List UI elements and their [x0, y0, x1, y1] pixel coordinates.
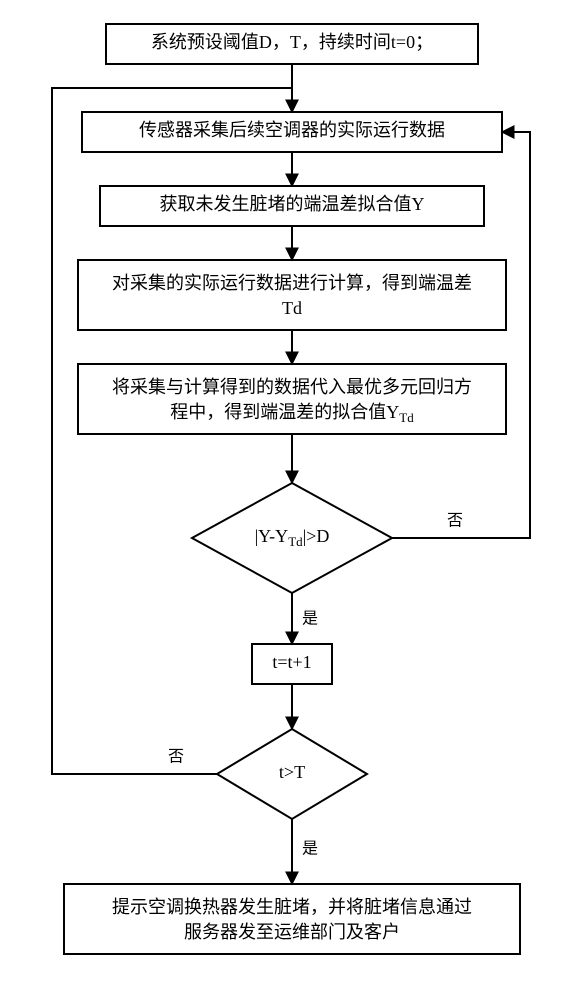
node-n5 [78, 364, 506, 434]
node-n3-text: 获取未发生脏堵的端温差拟合值Y [160, 194, 425, 214]
node-d2-text: t>T [279, 762, 305, 782]
node-n4-text-l1: 对采集的实际运行数据进行计算，得到端温差 [112, 273, 472, 293]
edge-d2-no-label: 否 [168, 749, 184, 766]
node-n4-text-l2: Td [282, 298, 302, 318]
edge-d1-no [392, 132, 530, 538]
node-n2-text: 传感器采集后续空调器的实际运行数据 [139, 120, 445, 140]
node-n5-text-l1: 将采集与计算得到的数据代入最优多元回归方 [112, 377, 472, 397]
edge-d1-n6-label: 是 [302, 611, 318, 628]
node-n7-text-l2: 服务器发至运维部门及客户 [184, 922, 400, 942]
node-n6-text: t=t+1 [272, 652, 311, 672]
node-n7-text-l1: 提示空调换热器发生脏堵，并将脏堵信息通过 [112, 897, 472, 917]
edge-d2-no [52, 88, 292, 774]
edge-d2-n7-label: 是 [302, 841, 318, 858]
node-n7 [64, 884, 520, 954]
edge-d1-no-label: 否 [447, 513, 463, 530]
node-d1-text: |Y-YTd|>D [255, 526, 330, 549]
node-n5-text-l2: 程中，得到端温差的拟合值YTd [170, 402, 414, 425]
node-n4 [78, 260, 506, 330]
node-n1-text: 系统预设阈值D，T，持续时间t=0； [151, 32, 433, 52]
